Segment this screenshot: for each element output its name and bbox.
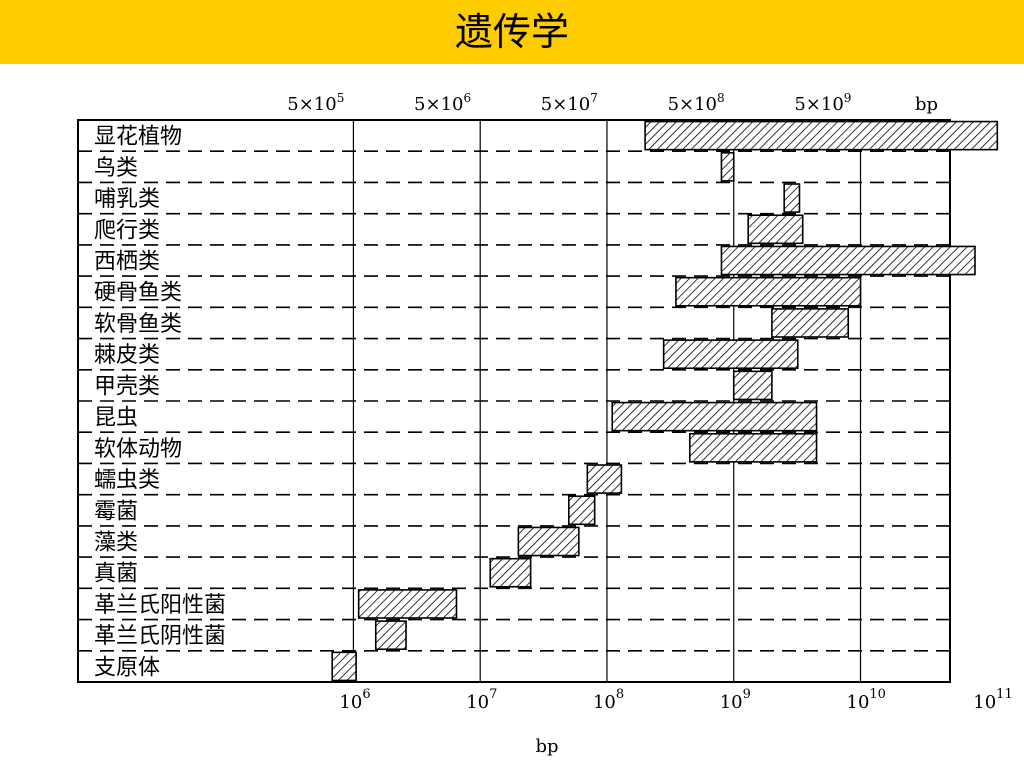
top-axis-unit: bp xyxy=(915,94,938,115)
category-label: 西栖类 xyxy=(94,250,160,275)
bottom-tick-label: 107 xyxy=(466,687,497,713)
bottom-tick-label: 109 xyxy=(720,687,751,713)
genome-range-bar xyxy=(662,339,799,370)
category-label: 棘皮类 xyxy=(94,343,160,368)
genome-range-bar xyxy=(331,651,357,682)
genome-range-bar xyxy=(611,401,818,432)
category-label: 昆虫 xyxy=(94,406,138,431)
category-label: 革兰氏阳性菌 xyxy=(94,593,226,618)
category-label: 甲壳类 xyxy=(94,374,160,399)
genome-range-bar xyxy=(688,432,818,463)
category-label: 哺乳类 xyxy=(94,187,160,212)
bottom-tick-label: 1011 xyxy=(973,687,1012,713)
genome-range-bar xyxy=(357,589,458,619)
category-label: 藻类 xyxy=(94,531,138,556)
bottom-tick-label: 108 xyxy=(593,687,624,713)
category-label: 蠕虫类 xyxy=(94,468,160,493)
top-tick-label: 5×109 xyxy=(794,91,851,115)
x-axis-label: bp xyxy=(535,736,558,757)
category-label: 鸟类 xyxy=(94,156,138,181)
genome-range-bar xyxy=(771,308,850,338)
genome-range-bar xyxy=(720,245,976,276)
bottom-tick-label: 106 xyxy=(339,687,370,713)
genome-range-bar xyxy=(732,370,773,401)
category-label: 革兰氏阴性菌 xyxy=(94,624,226,649)
genome-range-bar xyxy=(644,120,999,151)
top-tick-label: 5×105 xyxy=(287,91,344,115)
slide-title: 遗传学 xyxy=(454,10,569,54)
top-tick-label: 5×106 xyxy=(414,91,471,115)
genome-range-bar xyxy=(747,214,804,245)
genome-range-bar xyxy=(568,495,596,526)
category-label: 硬骨鱼类 xyxy=(94,281,182,306)
genome-range-bar xyxy=(586,464,623,494)
category-label: 软体动物 xyxy=(94,437,182,462)
genome-range-bar xyxy=(783,183,801,213)
top-tick-label: 5×107 xyxy=(541,91,598,115)
bottom-tick-label: 1010 xyxy=(847,687,886,713)
genome-range-bar xyxy=(675,276,862,307)
title-bar xyxy=(0,0,1024,64)
top-tick-label: 5×108 xyxy=(668,91,725,115)
genome-range-bar xyxy=(489,557,532,588)
genome-range-bar xyxy=(720,151,735,182)
genome-range-bar xyxy=(374,620,407,651)
category-label: 霉菌 xyxy=(94,499,138,524)
category-label: 支原体 xyxy=(94,655,160,680)
category-label: 软骨鱼类 xyxy=(94,312,182,337)
genome-range-bar xyxy=(517,526,580,557)
category-label: 真菌 xyxy=(94,562,138,587)
category-label: 显花植物 xyxy=(94,125,182,150)
category-label: 爬行类 xyxy=(94,218,160,243)
